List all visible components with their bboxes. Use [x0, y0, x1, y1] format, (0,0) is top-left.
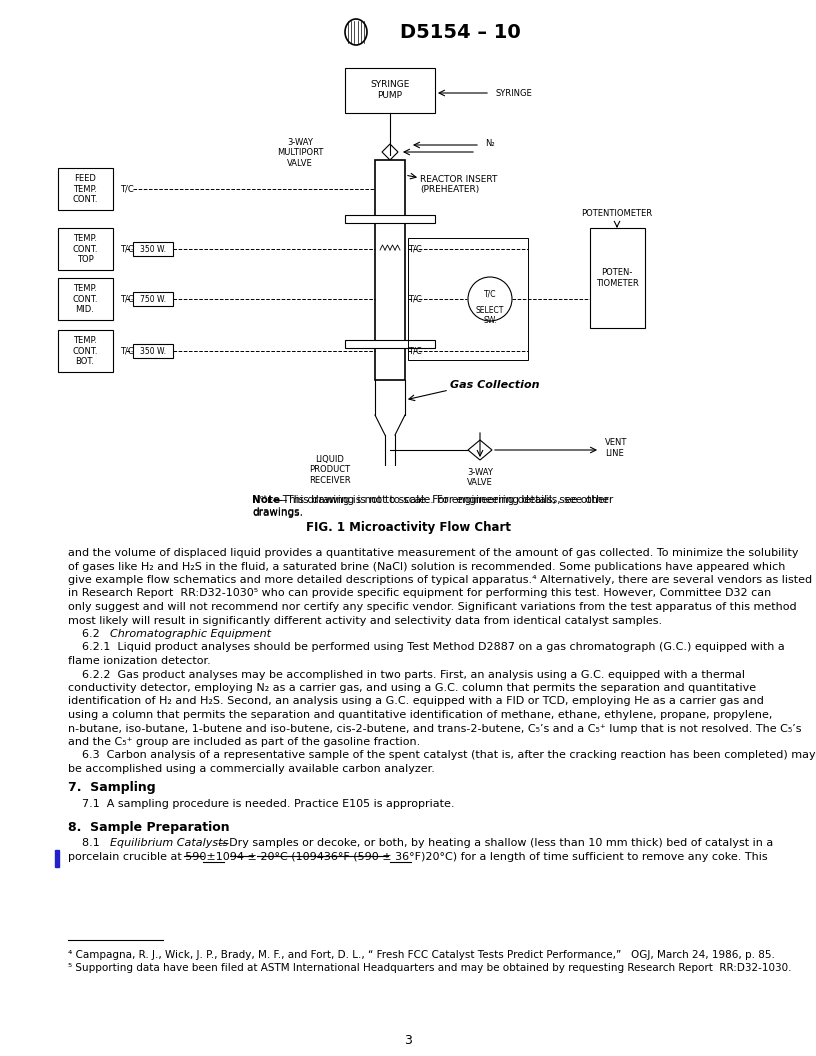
Text: identification of H₂ and H₂S. Second, an analysis using a G.C. equipped with a F: identification of H₂ and H₂S. Second, an… — [68, 697, 764, 706]
Text: of gases like H₂ and H₂S in the fluid, a saturated brine (NaCl) solution is reco: of gases like H₂ and H₂S in the fluid, a… — [68, 562, 785, 571]
Text: Equilibrium Catalysts: Equilibrium Catalysts — [110, 838, 228, 848]
Text: n-butane, iso-butane, 1-butene and iso-butene, cis-2-butene, and trans-2-butene,: n-butane, iso-butane, 1-butene and iso-b… — [68, 723, 801, 734]
Bar — [133, 344, 173, 358]
Text: SYRINGE
PUMP: SYRINGE PUMP — [370, 80, 410, 99]
Text: 7.1  A sampling procedure is needed. Practice E105 is appropriate.: 7.1 A sampling procedure is needed. Prac… — [68, 799, 455, 809]
Text: 6.3  Carbon analysis of a representative sample of the spent catalyst (that is, : 6.3 Carbon analysis of a representative … — [68, 751, 816, 760]
Text: 6.2.2  Gas product analyses may be accomplished in two parts. First, an analysis: 6.2.2 Gas product analyses may be accomp… — [68, 670, 745, 679]
Bar — [58, 329, 113, 372]
Text: 6.2: 6.2 — [68, 629, 107, 639]
Text: T/C: T/C — [120, 245, 134, 253]
Bar — [375, 161, 405, 380]
Text: Nᵒᵗᴇ—This drawing is not to scale. For engineering details, see other
drawings.: Nᵒᵗᴇ—This drawing is not to scale. For e… — [252, 495, 609, 516]
Text: POTENTIOMETER: POTENTIOMETER — [582, 209, 653, 218]
Text: —This drawing is not to scale. For engineering details, see other: —This drawing is not to scale. For engin… — [277, 495, 614, 505]
Bar — [58, 228, 113, 270]
Text: drawings.: drawings. — [252, 508, 303, 518]
Text: FIG. 1 Microactivity Flow Chart: FIG. 1 Microactivity Flow Chart — [305, 521, 511, 534]
Text: D5154 – 10: D5154 – 10 — [400, 22, 521, 41]
Text: 350 W.: 350 W. — [140, 245, 166, 253]
Text: conductivity detector, employing N₂ as a carrier gas, and using a G.C. column th: conductivity detector, employing N₂ as a… — [68, 683, 756, 693]
Text: 8.  Sample Preparation: 8. Sample Preparation — [68, 821, 229, 833]
Text: TEMP.
CONT.
BOT.: TEMP. CONT. BOT. — [73, 336, 98, 365]
Text: :: : — [240, 629, 244, 639]
Text: SELECT
SW.: SELECT SW. — [476, 306, 504, 325]
Text: LIQUID
PRODUCT
RECEIVER: LIQUID PRODUCT RECEIVER — [309, 455, 351, 485]
Text: T/C: T/C — [484, 289, 496, 299]
Text: 750 W.: 750 W. — [140, 295, 166, 303]
Bar — [58, 168, 113, 210]
Bar — [58, 278, 113, 320]
Text: T/C: T/C — [120, 295, 134, 303]
Bar — [133, 242, 173, 256]
Text: using a column that permits the separation and quantitative identification of me: using a column that permits the separati… — [68, 710, 773, 720]
Text: ⁵ Supporting data have been filed at ASTM International Headquarters and may be : ⁵ Supporting data have been filed at AST… — [68, 963, 792, 973]
Text: flame ionization detector.: flame ionization detector. — [68, 656, 211, 666]
Text: 6.2.1  Liquid product analyses should be performed using Test Method D2887 on a : 6.2.1 Liquid product analyses should be … — [68, 642, 785, 653]
Text: TEMP.
CONT.
TOP: TEMP. CONT. TOP — [73, 234, 98, 264]
Bar — [345, 215, 435, 223]
Text: T/C: T/C — [120, 346, 134, 356]
Text: 3-WAY
VALVE: 3-WAY VALVE — [467, 468, 493, 488]
Text: T/C: T/C — [120, 185, 134, 193]
Text: in Research Report  RR:D32-1030⁵ who can provide specific equipment for performi: in Research Report RR:D32-1030⁵ who can … — [68, 588, 771, 599]
Text: VENT
LINE: VENT LINE — [605, 438, 628, 457]
Text: POTEN-
TIOMETER: POTEN- TIOMETER — [596, 268, 638, 287]
Bar — [345, 340, 435, 348]
Text: T/C: T/C — [408, 346, 422, 356]
Bar — [55, 849, 59, 867]
Text: N₂: N₂ — [485, 138, 494, 148]
Text: and the C₅⁺ group are included as part of the gasoline fraction.: and the C₅⁺ group are included as part o… — [68, 737, 420, 747]
Text: be accomplished using a commercially available carbon analyzer.: be accomplished using a commercially ava… — [68, 763, 435, 774]
Text: ⁴ Campagna, R. J., Wick, J. P., Brady, M. F., and Fort, D. L., “ Fresh FCC Catal: ⁴ Campagna, R. J., Wick, J. P., Brady, M… — [68, 950, 775, 960]
Text: only suggest and will not recommend nor certify any specific vendor. Significant: only suggest and will not recommend nor … — [68, 602, 796, 612]
Text: 350 W.: 350 W. — [140, 346, 166, 356]
Text: FEED
TEMP.
CONT.: FEED TEMP. CONT. — [73, 174, 98, 204]
Text: porcelain crucible at 590±1094 ± 20°C (109436°F (590 ± 36°F)20°C) for a length o: porcelain crucible at 590±1094 ± 20°C (1… — [68, 851, 768, 862]
Text: T/C: T/C — [408, 245, 422, 253]
Text: TEMP.
CONT.
MID.: TEMP. CONT. MID. — [73, 284, 98, 314]
Text: T/C: T/C — [408, 295, 422, 303]
Text: most likely will result in significantly different activity and selectivity data: most likely will result in significantly… — [68, 616, 662, 625]
Bar — [408, 238, 528, 360]
Bar — [133, 293, 173, 306]
Bar — [590, 228, 645, 328]
Text: REACTOR INSERT
(PREHEATER): REACTOR INSERT (PREHEATER) — [420, 175, 498, 194]
Text: SYRINGE: SYRINGE — [495, 89, 532, 97]
Text: —Dry samples or decoke, or both, by heating a shallow (less than 10 mm thick) be: —Dry samples or decoke, or both, by heat… — [218, 838, 774, 848]
Text: 7.  Sampling: 7. Sampling — [68, 781, 156, 794]
Text: Chromatographic Equipment: Chromatographic Equipment — [110, 629, 271, 639]
Text: Gas Collection: Gas Collection — [450, 380, 539, 390]
Text: 3: 3 — [404, 1034, 412, 1046]
Text: 3-WAY
MULTIPORT
VALVE: 3-WAY MULTIPORT VALVE — [277, 138, 323, 168]
Text: and the volume of displaced liquid provides a quantitative measurement of the am: and the volume of displaced liquid provi… — [68, 548, 799, 558]
Text: Note: Note — [252, 495, 280, 505]
Bar — [345, 68, 435, 113]
Text: give example flow schematics and more detailed descriptions of typical apparatus: give example flow schematics and more de… — [68, 576, 812, 585]
Text: 8.1: 8.1 — [68, 838, 107, 848]
